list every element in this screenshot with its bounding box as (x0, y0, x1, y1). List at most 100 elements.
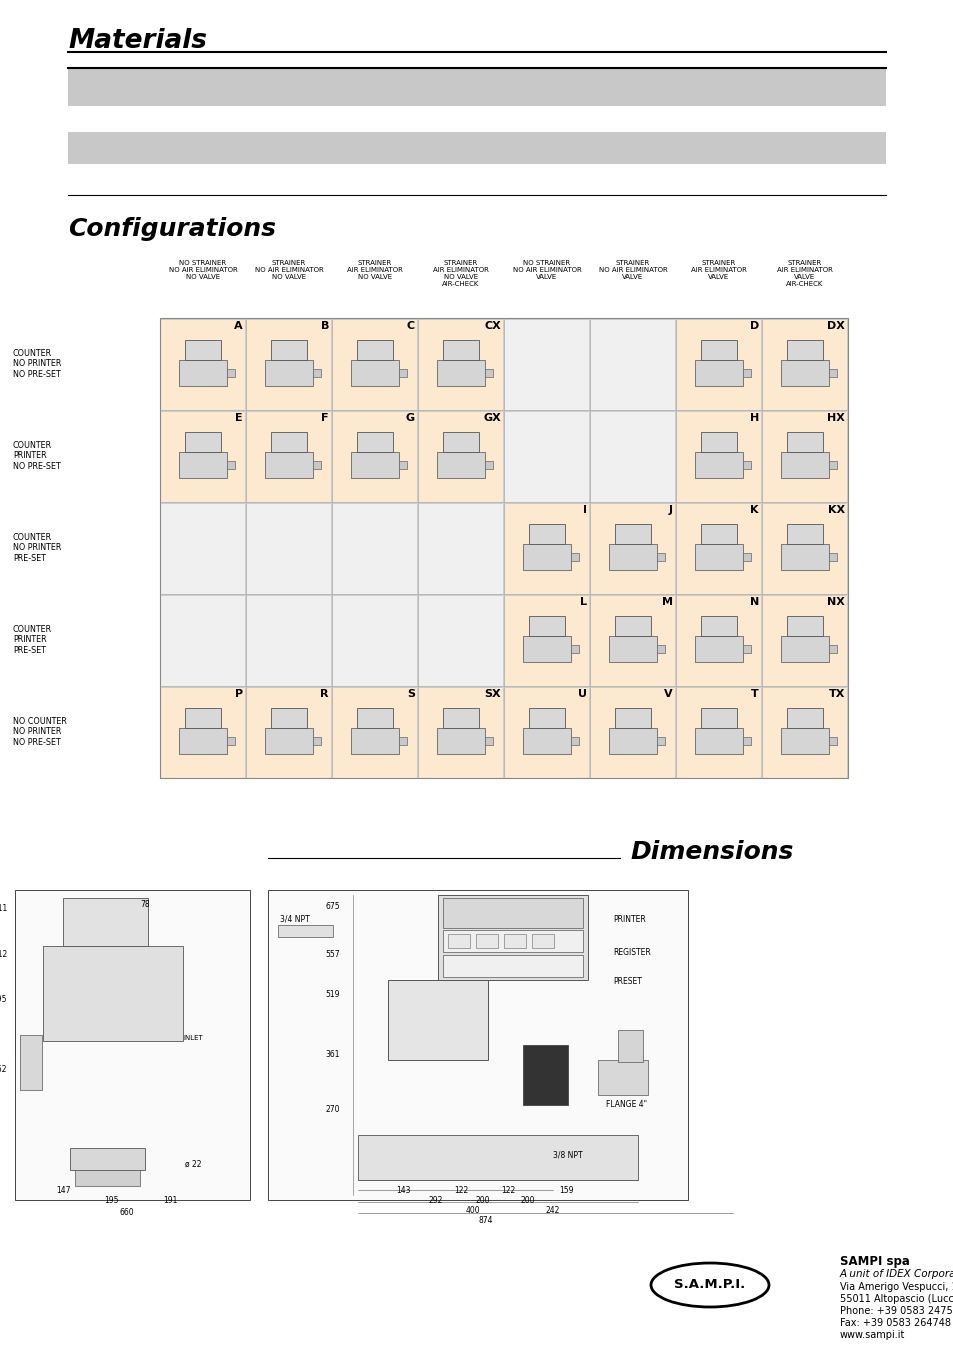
Text: ø 22: ø 22 (185, 1160, 201, 1170)
Bar (615, 523, 650, 544)
Text: PRESET: PRESET (613, 977, 641, 986)
Bar (741, 738, 750, 745)
Circle shape (189, 750, 203, 764)
Bar (357, 1135, 638, 1180)
Circle shape (783, 467, 811, 495)
Bar (418, 502, 503, 594)
Bar (351, 728, 398, 754)
Bar (15, 890, 250, 1201)
Bar (160, 318, 245, 410)
Text: 78: 78 (140, 900, 150, 909)
Bar (160, 410, 245, 502)
Bar (313, 461, 321, 469)
Text: 3/8 NPT: 3/8 NPT (553, 1149, 582, 1159)
Circle shape (274, 750, 289, 764)
Text: S.A.M.P.I.: S.A.M.P.I. (674, 1279, 745, 1291)
Bar (160, 318, 847, 778)
Circle shape (533, 750, 546, 764)
Bar (695, 544, 741, 571)
Text: R: R (320, 689, 329, 699)
Bar (609, 728, 656, 754)
Text: 519: 519 (325, 990, 339, 1000)
Bar (570, 553, 578, 561)
Text: A unit of IDEX Corporation: A unit of IDEX Corporation (840, 1269, 953, 1279)
Bar (246, 410, 331, 502)
Bar (185, 708, 220, 728)
Text: HX: HX (826, 413, 844, 424)
Bar (741, 553, 750, 561)
Bar (529, 616, 564, 637)
Text: 270: 270 (325, 1105, 339, 1114)
Bar (185, 432, 220, 452)
Text: Configurations: Configurations (68, 217, 275, 241)
Bar (786, 432, 821, 452)
Circle shape (354, 742, 382, 770)
Bar (351, 452, 398, 478)
Bar (436, 360, 484, 386)
Text: H: H (749, 413, 759, 424)
Bar (700, 523, 736, 544)
Text: K: K (750, 505, 759, 515)
Circle shape (360, 382, 375, 395)
Bar (160, 687, 245, 777)
Bar (529, 523, 564, 544)
Bar (448, 934, 470, 948)
Circle shape (697, 742, 725, 770)
Bar (761, 502, 846, 594)
Bar (356, 340, 393, 360)
Bar (828, 461, 837, 469)
Bar (43, 946, 183, 1041)
Circle shape (181, 467, 210, 495)
Text: P: P (234, 689, 243, 699)
Text: L: L (579, 598, 586, 607)
Bar (676, 410, 760, 502)
Bar (590, 410, 675, 502)
Bar (523, 728, 570, 754)
Text: 111: 111 (0, 904, 7, 913)
Bar (828, 370, 837, 378)
Bar (504, 687, 589, 777)
Text: COUNTER
NO PRINTER
NO PRE-SET: COUNTER NO PRINTER NO PRE-SET (13, 349, 61, 379)
Bar (398, 370, 407, 378)
Text: F: F (321, 413, 329, 424)
Text: PRINTER: PRINTER (613, 915, 645, 924)
Text: 200: 200 (476, 1197, 490, 1205)
Bar (700, 616, 736, 637)
Circle shape (790, 657, 804, 672)
Text: 874: 874 (478, 1215, 493, 1225)
Bar (484, 370, 493, 378)
Bar (786, 340, 821, 360)
Bar (418, 410, 503, 502)
Bar (656, 738, 664, 745)
Circle shape (704, 473, 719, 488)
Text: 122: 122 (500, 1186, 515, 1195)
Bar (227, 461, 235, 469)
Circle shape (446, 382, 460, 395)
Circle shape (533, 657, 546, 672)
Bar (828, 645, 837, 653)
Circle shape (268, 375, 295, 403)
Bar (277, 925, 333, 938)
Circle shape (790, 750, 804, 764)
Text: Fax: +39 0583 264748: Fax: +39 0583 264748 (840, 1318, 950, 1327)
Text: B: B (320, 321, 329, 331)
Bar (523, 544, 570, 571)
Text: NO COUNTER
NO PRINTER
NO PRE-SET: NO COUNTER NO PRINTER NO PRE-SET (13, 718, 67, 747)
Bar (522, 1045, 567, 1105)
Bar (271, 340, 307, 360)
Text: NO STRAINER
NO AIR ELIMINATOR
VALVE: NO STRAINER NO AIR ELIMINATOR VALVE (512, 260, 580, 281)
Bar (398, 461, 407, 469)
Circle shape (704, 657, 719, 672)
Bar (786, 708, 821, 728)
Circle shape (697, 375, 725, 403)
Bar (781, 637, 828, 662)
Bar (333, 502, 417, 594)
Text: G: G (405, 413, 415, 424)
Bar (436, 452, 484, 478)
Text: 361: 361 (325, 1050, 339, 1059)
Bar (442, 898, 582, 928)
Circle shape (525, 742, 554, 770)
Bar (761, 318, 846, 410)
Text: COUNTER
NO PRINTER
PRE-SET: COUNTER NO PRINTER PRE-SET (13, 533, 61, 563)
Circle shape (704, 382, 719, 395)
